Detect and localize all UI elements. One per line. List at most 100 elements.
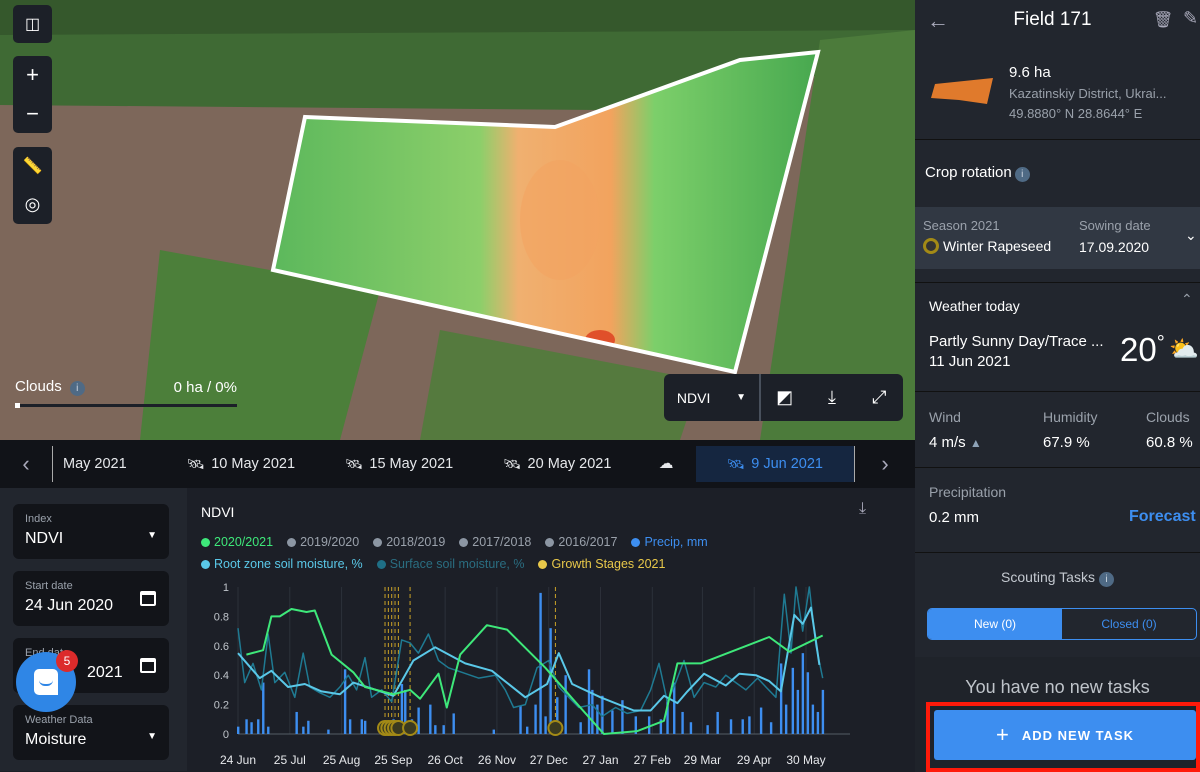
legend-item[interactable]: 2016/2017 — [545, 535, 617, 549]
y-tick-label: 0.6 — [214, 641, 229, 653]
info-icon[interactable]: i — [69, 381, 85, 396]
chevron-right-icon[interactable]: › — [881, 451, 889, 476]
precip-bar — [348, 719, 352, 734]
y-tick-label: 0.8 — [214, 611, 229, 623]
weather-data-dropdown[interactable]: Weather Data Moisture ▼ — [13, 705, 169, 760]
legend-item[interactable]: Root zone soil moisture, % — [201, 557, 363, 571]
legend-label: 2017/2018 — [472, 535, 532, 549]
field-value: 2021 — [87, 664, 123, 681]
date-item[interactable]: ☁ — [636, 446, 695, 482]
x-tick-label: 26 Oct — [427, 753, 463, 767]
pencil-icon[interactable]: ✎ — [1183, 8, 1199, 28]
compare-icon: ◫ — [24, 16, 41, 33]
season-row[interactable]: Season 2021 Winter Rapeseed Sowing date … — [915, 207, 1200, 269]
compare-button[interactable]: ◫ — [13, 5, 52, 43]
precip-bar — [634, 716, 637, 734]
chevron-left-icon[interactable]: ‹ — [22, 451, 30, 476]
plus-icon: + — [996, 722, 1010, 747]
sowing-date: 17.09.2020 — [1079, 239, 1150, 255]
legend-item[interactable]: 2018/2019 — [373, 535, 445, 549]
task-tabs: New (0) Closed (0) — [927, 608, 1197, 640]
add-new-task-button[interactable]: + ADD NEW TASK — [934, 710, 1196, 760]
humidity-value: 67.9 % — [1043, 434, 1090, 451]
date-item[interactable]: 🛰 15 May 2021 — [320, 446, 478, 482]
start-date-field[interactable]: Start date 24 Jun 2020 — [13, 571, 169, 626]
precip-bar — [404, 689, 407, 734]
image-date-bar: ‹ May 2021 🛰 10 May 2021 🛰 15 May 2021 🛰 20 Ma… — [0, 440, 915, 488]
info-icon[interactable]: i — [1098, 572, 1114, 587]
legend-item[interactable]: Precip, mm — [631, 535, 708, 549]
tab-new[interactable]: New (0) — [928, 609, 1062, 639]
date-label: 10 May 2021 — [211, 456, 296, 472]
precip-bar — [519, 706, 522, 734]
date-item[interactable]: 🛰 9 Jun 2021 — [695, 446, 854, 482]
zoom-out-button[interactable]: − — [26, 100, 39, 126]
chat-launcher[interactable]: 5 — [16, 650, 78, 712]
weather-date: 11 Jun 2021 — [929, 353, 1011, 370]
slider-handle[interactable] — [15, 403, 20, 408]
trash-icon[interactable]: 🗑 — [1153, 12, 1174, 29]
caret-down-icon: ▼ — [147, 731, 157, 742]
field-panel: ← Field 171 🗑 ✎ 9.6 ha Kazatinskiy Distr… — [915, 0, 1200, 772]
field-boundary — [270, 49, 821, 375]
precip-bar — [801, 653, 805, 734]
legend-marker — [201, 537, 210, 547]
forecast-link[interactable]: Forecast — [1129, 508, 1196, 525]
download-icon[interactable]: ⤓ — [828, 387, 836, 407]
legend-item[interactable]: 2019/2020 — [287, 535, 359, 549]
field-label: Start date — [25, 580, 73, 592]
calendar-icon[interactable] — [140, 658, 156, 673]
ndvi-chart[interactable]: 24 Jun 25 Jul 25 Aug 25 Sep 26 Oct 26 Nov 27 D… — [187, 488, 915, 771]
date-item[interactable]: 🛰 20 May 2021 — [478, 446, 636, 482]
locate-icon[interactable]: ◎ — [24, 194, 41, 214]
x-tick-label: 26 Nov — [478, 753, 516, 767]
precip-bar — [549, 628, 552, 734]
download-chart-icon[interactable]: ⤓ — [859, 500, 867, 517]
ruler-icon[interactable]: 📏 — [22, 158, 43, 175]
legend-item[interactable]: Surface soil moisture, % — [376, 557, 524, 571]
legend-marker — [631, 537, 641, 547]
precip-bar — [647, 716, 651, 734]
fullscreen-icon[interactable]: ⤢ — [872, 387, 887, 407]
index-select[interactable]: NDVI ▼ — [664, 374, 761, 421]
rapeseed-icon — [923, 238, 939, 254]
cloud-icon: ☁ — [658, 456, 674, 472]
precip-bar — [267, 726, 270, 734]
clouds-value: 0 ha / 0% — [173, 378, 237, 396]
precip-bar — [796, 689, 800, 734]
scouting-tasks: Scouting Tasks i New (0) Closed (0) You h… — [915, 552, 1200, 772]
legend-item[interactable]: Growth Stages 2021 — [538, 557, 665, 571]
y-tick-label: 0 — [223, 729, 229, 741]
precip-bar — [596, 704, 599, 734]
precip-bar — [343, 669, 347, 734]
contrast-icon[interactable]: ◩ — [776, 387, 794, 407]
date-item[interactable]: 🛰 10 May 2021 — [162, 446, 320, 482]
y-tick-label: 1 — [223, 582, 229, 594]
map-view[interactable]: ◫ + − 📏 ◎ Clouds i 0 ha / 0% NDVI ▼ ◩ ⤓ ⤢ — [0, 0, 915, 440]
zoom-in-button[interactable]: + — [26, 62, 39, 88]
field-value: Moisture — [25, 731, 87, 748]
series-line — [246, 608, 824, 735]
legend-item[interactable]: 2020/2021 — [201, 535, 273, 549]
partly-cloudy-rain-icon: ⛅ — [1169, 336, 1199, 363]
clouds-slider[interactable] — [15, 403, 237, 408]
field-coordinates: 49.8880° N 28.8644° E — [1009, 106, 1143, 121]
precip-bar — [729, 719, 733, 734]
back-arrow-icon[interactable]: ← — [927, 8, 949, 33]
legend-marker — [287, 537, 297, 547]
x-tick-label: 25 Aug — [323, 753, 360, 767]
legend-item[interactable]: 2017/2018 — [459, 535, 531, 549]
tab-closed[interactable]: Closed (0) — [1101, 617, 1157, 631]
info-icon[interactable]: i — [1014, 167, 1030, 182]
precip-bar — [400, 684, 404, 734]
calendar-icon[interactable] — [140, 591, 156, 606]
chevron-down-icon[interactable]: ⌄ — [1185, 227, 1197, 243]
precip-bar — [748, 716, 751, 734]
date-item[interactable]: May 2021 — [53, 446, 162, 482]
index-dropdown[interactable]: Index NDVI ▼ — [13, 504, 169, 559]
chevron-up-icon[interactable]: ⌃ — [1181, 291, 1193, 307]
precip-bar — [250, 722, 253, 734]
clouds-filter: Clouds i 0 ha / 0% — [15, 378, 237, 408]
chart-title: NDVI — [201, 504, 235, 520]
legend-label: Root zone soil moisture, % — [214, 557, 363, 571]
